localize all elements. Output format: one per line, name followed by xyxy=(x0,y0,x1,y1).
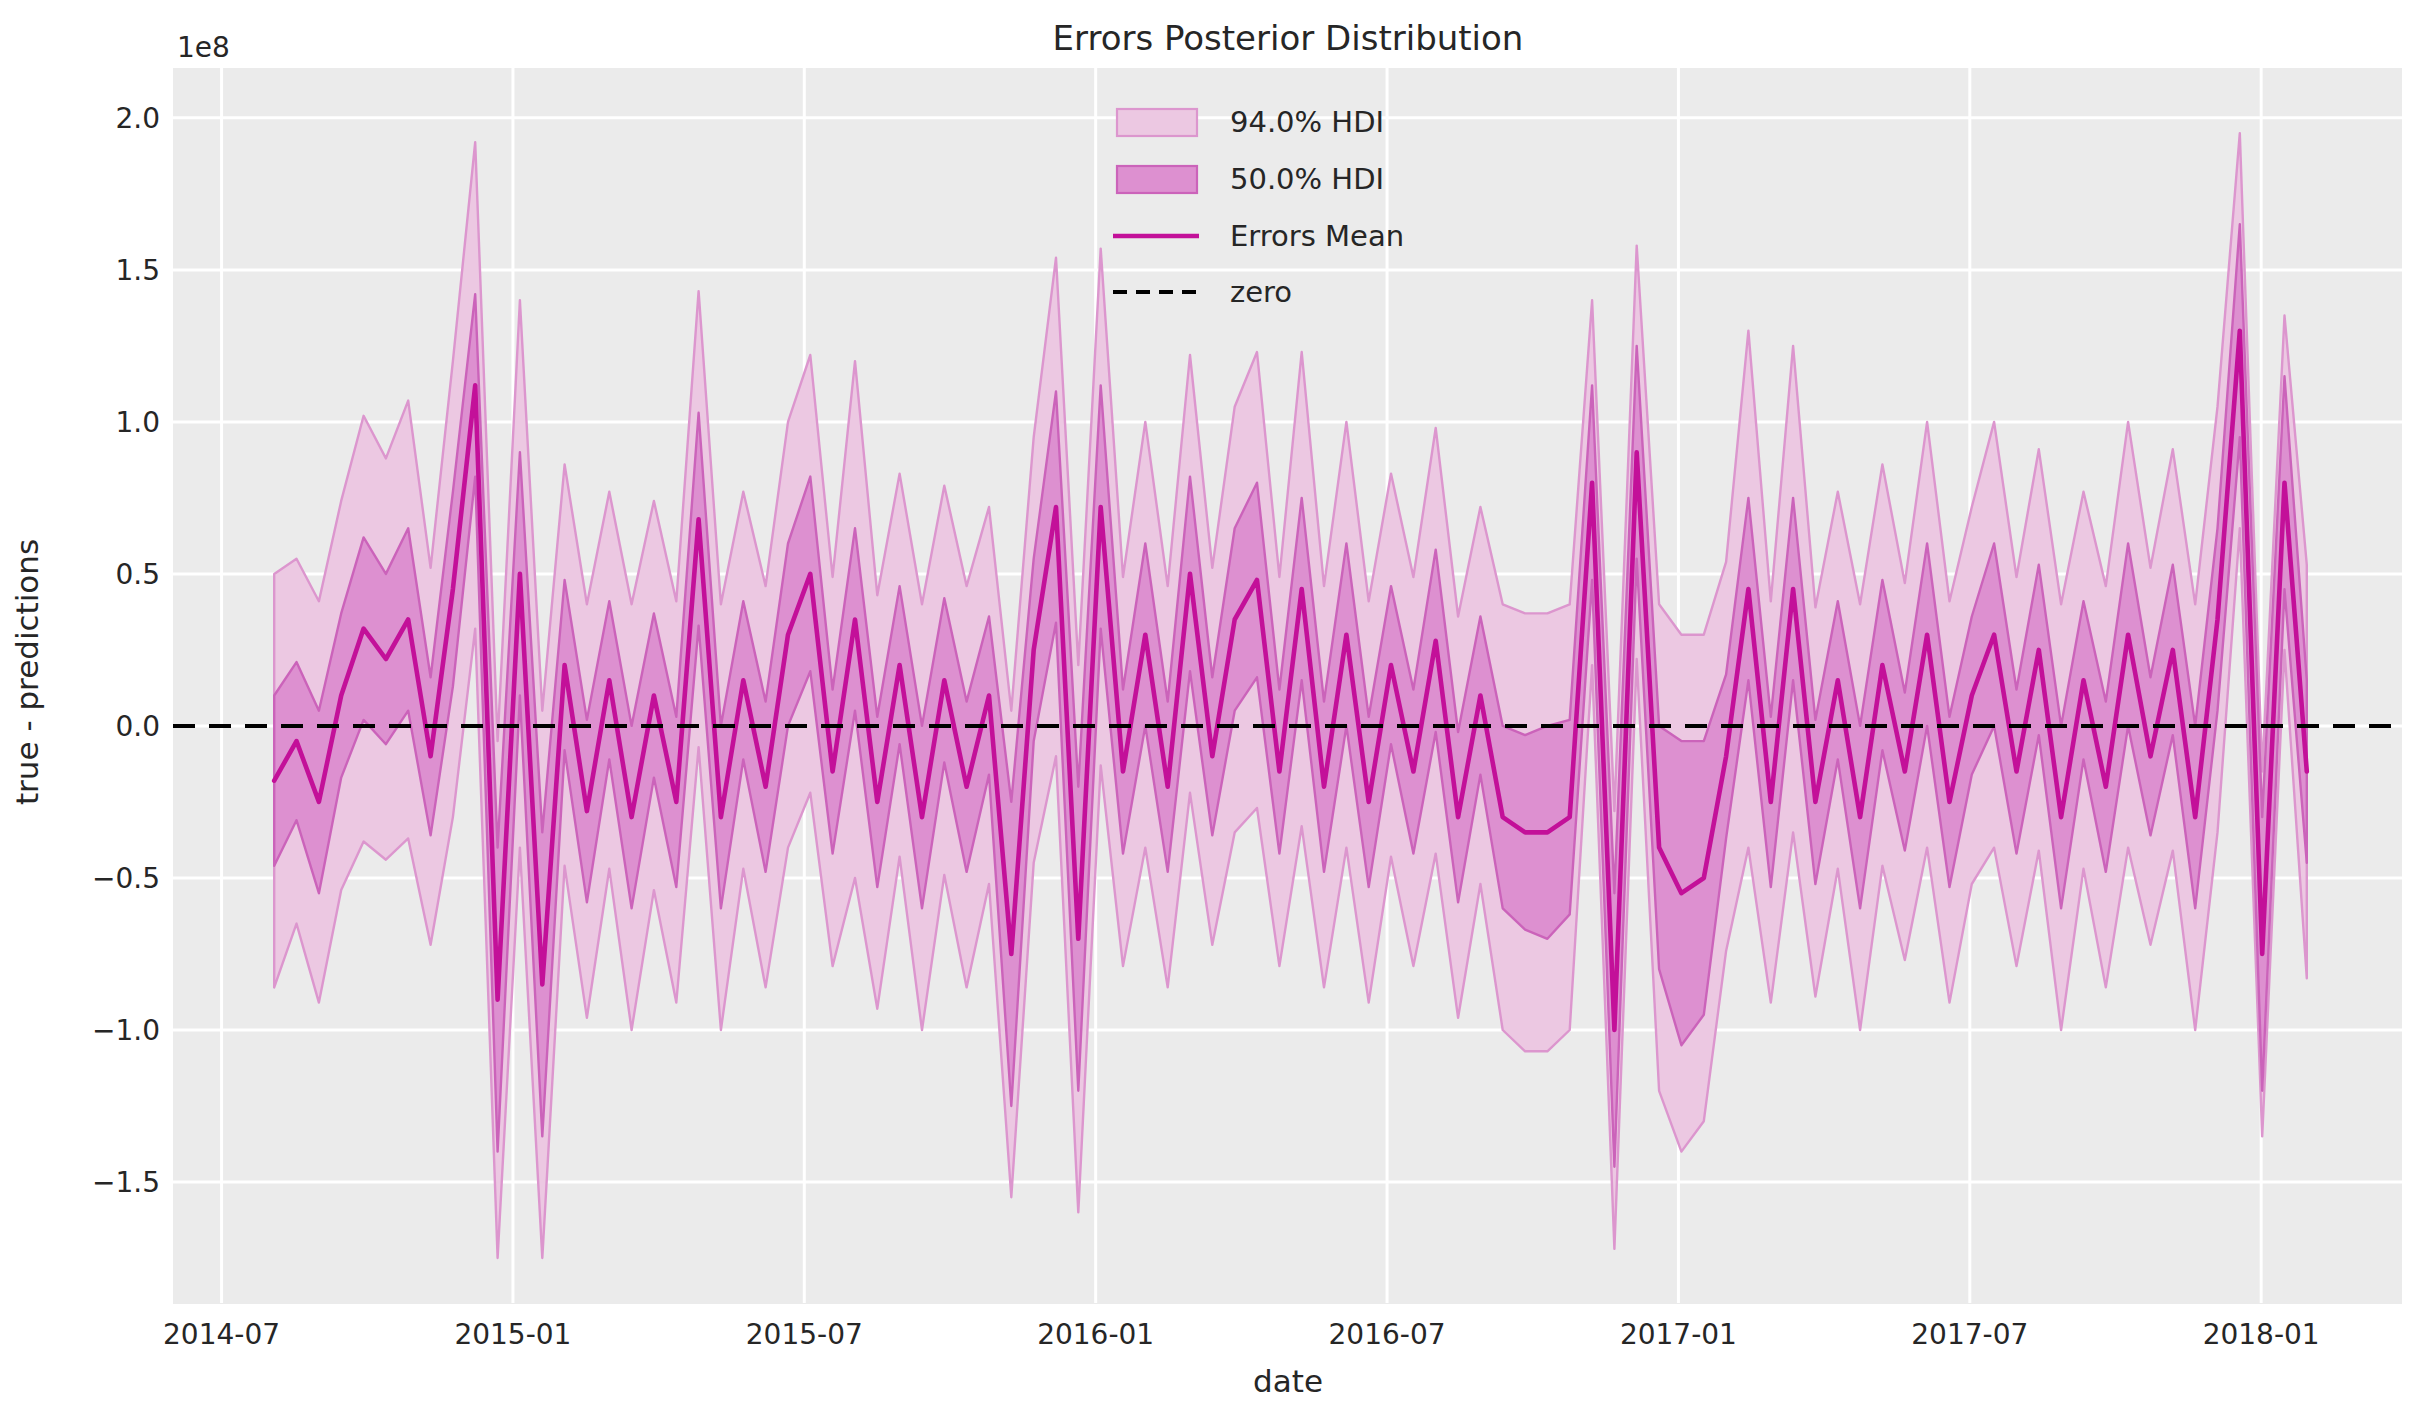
y-tick-label: 0.0 xyxy=(115,710,160,743)
legend-label-94-hdi: 94.0% HDI xyxy=(1230,105,1384,139)
y-tick-label: −0.5 xyxy=(92,862,160,895)
x-tick-label: 2016-01 xyxy=(1037,1318,1154,1351)
chart-title: Errors Posterior Distribution xyxy=(1053,18,1524,58)
legend-label-zero: zero xyxy=(1230,275,1292,309)
legend-swatch-94-hdi xyxy=(1117,109,1197,136)
legend-label-50-hdi: 50.0% HDI xyxy=(1230,162,1384,196)
y-tick-label: 1.0 xyxy=(115,406,160,439)
errors-posterior-chart: 2.0 1.5 1.0 0.5 0.0 −0.5 −1.0 −1.5 2014-07 2015-0… xyxy=(0,0,2423,1423)
legend-label-errors-mean: Errors Mean xyxy=(1230,219,1404,253)
y-tick-label: 0.5 xyxy=(115,558,160,591)
x-tick-label: 2015-07 xyxy=(746,1318,863,1351)
y-axis-offset-label: 1e8 xyxy=(177,31,230,64)
y-tick-label: 2.0 xyxy=(115,102,160,135)
x-tick-label: 2014-07 xyxy=(163,1318,280,1351)
x-tick-label: 2018-01 xyxy=(2203,1318,2320,1351)
x-tick-label: 2017-01 xyxy=(1620,1318,1737,1351)
x-tick-label: 2017-07 xyxy=(1911,1318,2028,1351)
y-axis-label: true - predictions xyxy=(9,539,45,805)
x-tick-label: 2015-01 xyxy=(454,1318,571,1351)
y-tick-label: 1.5 xyxy=(115,254,160,287)
x-axis-label: date xyxy=(1253,1363,1323,1399)
figure: 2.0 1.5 1.0 0.5 0.0 −0.5 −1.0 −1.5 2014-07 2015-0… xyxy=(0,0,2423,1423)
legend-swatch-50-hdi xyxy=(1117,166,1197,193)
y-tick-label: −1.0 xyxy=(92,1014,160,1047)
y-tick-label: −1.5 xyxy=(92,1166,160,1199)
x-tick-label: 2016-07 xyxy=(1329,1318,1446,1351)
